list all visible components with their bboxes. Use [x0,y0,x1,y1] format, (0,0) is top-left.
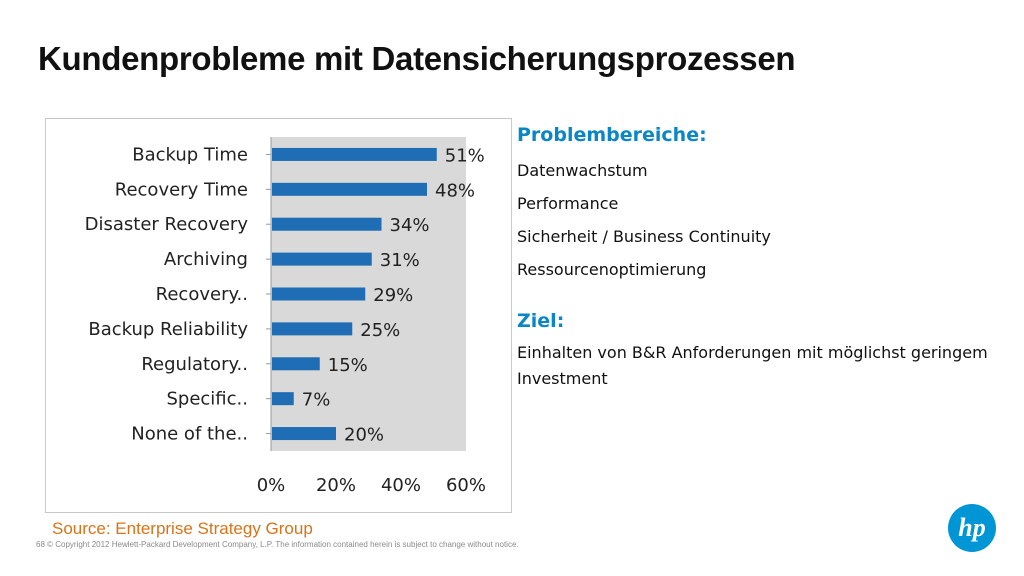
value-label: 31% [380,250,420,271]
problem-item: Performance [517,194,619,213]
bar [272,147,437,161]
value-label: 51% [445,145,485,166]
x-tick-label: 20% [316,475,356,496]
problem-heading: Problembereiche: [517,124,707,146]
bar [272,217,382,231]
value-label: 48% [435,180,475,201]
value-label: 25% [360,320,400,341]
source-note: Source: Enterprise Strategy Group [52,519,313,538]
bar [272,392,294,406]
slide-title: Kundenprobleme mit Datensicherungsprozes… [38,40,796,77]
goal-text: Einhalten von B&R Anforderungen mit mögl… [517,343,988,388]
bar [272,357,320,371]
category-label: Backup Reliability [88,319,248,340]
value-label: 29% [373,285,413,306]
category-label: Recovery Time [115,179,248,200]
value-label: 20% [344,425,384,446]
problem-item: Datenwachstum [517,161,648,180]
copyright-footer: 68 © Copyright 2012 Hewlett-Packard Deve… [36,540,519,549]
category-label: Disaster Recovery [85,214,249,235]
x-tick-label: 40% [381,475,421,496]
bar [272,427,336,441]
bar [272,287,366,301]
category-label: Archiving [164,249,248,270]
bar-chart-svg: Backup Time 51% Recovery Time 48% Disaster R… [85,137,486,496]
goal-heading: Ziel: [517,310,565,332]
value-label: 7% [302,390,331,411]
hp-logo-icon: hp [948,504,996,552]
bar-chart: Backup Time 51% Recovery Time 48% Disaster R… [45,118,512,513]
x-tick-label: 60% [446,475,486,496]
value-label: 15% [328,355,368,376]
x-tick-label: 0% [257,475,286,496]
category-label: Backup Time [132,144,248,165]
problem-item: Sicherheit / Business Continuity [517,227,771,246]
category-label: None of the.. [131,424,248,445]
category-label: Specific.. [166,389,248,410]
bar [272,322,353,336]
category-label: Regulatory.. [141,354,248,375]
bar [272,252,372,266]
category-label: Recovery.. [156,284,248,305]
bar [272,182,427,196]
value-label: 34% [390,215,430,236]
problem-item: Ressourcenoptimierung [517,260,707,279]
side-panel: Problembereiche: Datenwachstum Performan… [517,124,1007,392]
